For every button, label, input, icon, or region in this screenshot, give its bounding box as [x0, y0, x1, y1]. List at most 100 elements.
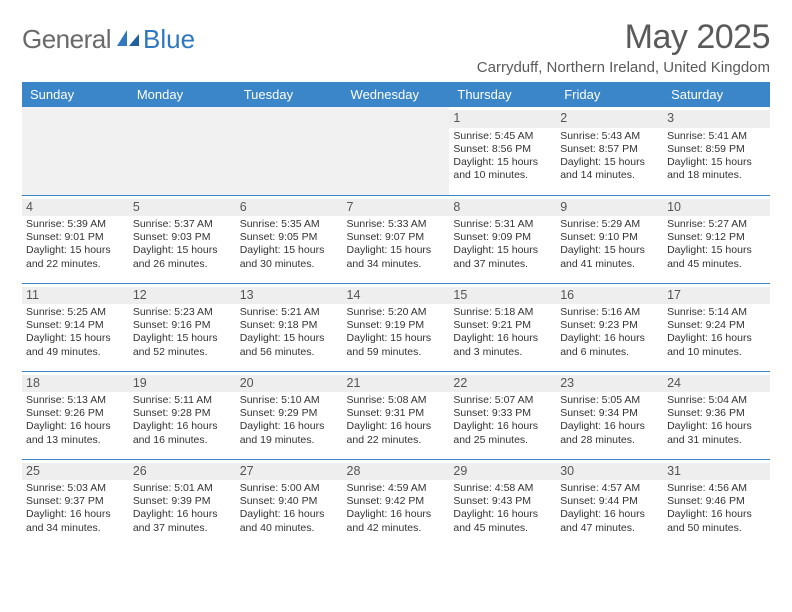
sunset-text: Sunset: 9:42 PM	[347, 495, 446, 508]
daylight-text: Daylight: 15 hours and 52 minutes.	[133, 332, 232, 358]
calendar-page: General Blue May 2025 Carryduff, Norther…	[0, 0, 792, 612]
sunset-text: Sunset: 9:12 PM	[667, 231, 766, 244]
daylight-text: Daylight: 15 hours and 26 minutes.	[133, 244, 232, 270]
calendar-day-cell: 1Sunrise: 5:45 AMSunset: 8:56 PMDaylight…	[449, 107, 556, 195]
sunrise-text: Sunrise: 5:25 AM	[26, 306, 125, 319]
brand-sails-icon	[115, 28, 141, 48]
sunrise-text: Sunrise: 5:00 AM	[240, 482, 339, 495]
sunset-text: Sunset: 9:05 PM	[240, 231, 339, 244]
day-number: 15	[449, 287, 556, 305]
calendar-day-cell: 27Sunrise: 5:00 AMSunset: 9:40 PMDayligh…	[236, 459, 343, 547]
sunset-text: Sunset: 8:59 PM	[667, 143, 766, 156]
day-number: 27	[236, 463, 343, 481]
sunrise-text: Sunrise: 5:43 AM	[560, 130, 659, 143]
daylight-text: Daylight: 15 hours and 30 minutes.	[240, 244, 339, 270]
day-number: 9	[556, 199, 663, 217]
sunset-text: Sunset: 9:16 PM	[133, 319, 232, 332]
sunset-text: Sunset: 9:36 PM	[667, 407, 766, 420]
daylight-text: Daylight: 16 hours and 16 minutes.	[133, 420, 232, 446]
calendar-blank-cell	[236, 107, 343, 195]
daylight-text: Daylight: 16 hours and 47 minutes.	[560, 508, 659, 534]
calendar-day-cell: 10Sunrise: 5:27 AMSunset: 9:12 PMDayligh…	[663, 195, 770, 283]
daylight-text: Daylight: 16 hours and 10 minutes.	[667, 332, 766, 358]
day-number: 22	[449, 375, 556, 393]
day-number: 18	[22, 375, 129, 393]
sunrise-text: Sunrise: 5:13 AM	[26, 394, 125, 407]
day-number: 12	[129, 287, 236, 305]
calendar-day-cell: 5Sunrise: 5:37 AMSunset: 9:03 PMDaylight…	[129, 195, 236, 283]
calendar-day-cell: 8Sunrise: 5:31 AMSunset: 9:09 PMDaylight…	[449, 195, 556, 283]
calendar-day-cell: 2Sunrise: 5:43 AMSunset: 8:57 PMDaylight…	[556, 107, 663, 195]
day-number: 4	[22, 199, 129, 217]
calendar-day-cell: 13Sunrise: 5:21 AMSunset: 9:18 PMDayligh…	[236, 283, 343, 371]
day-number: 6	[236, 199, 343, 217]
calendar-day-cell: 17Sunrise: 5:14 AMSunset: 9:24 PMDayligh…	[663, 283, 770, 371]
calendar-day-cell: 11Sunrise: 5:25 AMSunset: 9:14 PMDayligh…	[22, 283, 129, 371]
brand-text-blue: Blue	[143, 24, 195, 55]
sunset-text: Sunset: 9:39 PM	[133, 495, 232, 508]
brand-text-general: General	[22, 24, 111, 55]
sunrise-text: Sunrise: 5:27 AM	[667, 218, 766, 231]
sunrise-text: Sunrise: 4:59 AM	[347, 482, 446, 495]
sunrise-text: Sunrise: 5:01 AM	[133, 482, 232, 495]
calendar-day-cell: 30Sunrise: 4:57 AMSunset: 9:44 PMDayligh…	[556, 459, 663, 547]
month-title: May 2025	[477, 18, 770, 57]
weekday-header: Tuesday	[236, 82, 343, 107]
sunset-text: Sunset: 9:21 PM	[453, 319, 552, 332]
daylight-text: Daylight: 15 hours and 45 minutes.	[667, 244, 766, 270]
sunset-text: Sunset: 9:19 PM	[347, 319, 446, 332]
sunset-text: Sunset: 9:09 PM	[453, 231, 552, 244]
calendar-day-cell: 7Sunrise: 5:33 AMSunset: 9:07 PMDaylight…	[343, 195, 450, 283]
day-number: 30	[556, 463, 663, 481]
calendar-head: SundayMondayTuesdayWednesdayThursdayFrid…	[22, 82, 770, 107]
sunrise-text: Sunrise: 5:35 AM	[240, 218, 339, 231]
sunrise-text: Sunrise: 5:04 AM	[667, 394, 766, 407]
day-number: 31	[663, 463, 770, 481]
day-number: 25	[22, 463, 129, 481]
daylight-text: Daylight: 15 hours and 49 minutes.	[26, 332, 125, 358]
day-number: 23	[556, 375, 663, 393]
sunset-text: Sunset: 9:33 PM	[453, 407, 552, 420]
daylight-text: Daylight: 15 hours and 56 minutes.	[240, 332, 339, 358]
day-number: 5	[129, 199, 236, 217]
day-number: 2	[556, 110, 663, 128]
calendar-day-cell: 19Sunrise: 5:11 AMSunset: 9:28 PMDayligh…	[129, 371, 236, 459]
day-number: 3	[663, 110, 770, 128]
calendar-day-cell: 4Sunrise: 5:39 AMSunset: 9:01 PMDaylight…	[22, 195, 129, 283]
sunset-text: Sunset: 9:37 PM	[26, 495, 125, 508]
daylight-text: Daylight: 15 hours and 37 minutes.	[453, 244, 552, 270]
calendar-day-cell: 22Sunrise: 5:07 AMSunset: 9:33 PMDayligh…	[449, 371, 556, 459]
calendar-day-cell: 21Sunrise: 5:08 AMSunset: 9:31 PMDayligh…	[343, 371, 450, 459]
sunset-text: Sunset: 9:14 PM	[26, 319, 125, 332]
sunrise-text: Sunrise: 5:11 AM	[133, 394, 232, 407]
daylight-text: Daylight: 16 hours and 25 minutes.	[453, 420, 552, 446]
calendar-day-cell: 9Sunrise: 5:29 AMSunset: 9:10 PMDaylight…	[556, 195, 663, 283]
sunrise-text: Sunrise: 4:57 AM	[560, 482, 659, 495]
sunrise-text: Sunrise: 5:41 AM	[667, 130, 766, 143]
sunset-text: Sunset: 9:26 PM	[26, 407, 125, 420]
calendar-blank-cell	[22, 107, 129, 195]
sunrise-text: Sunrise: 5:23 AM	[133, 306, 232, 319]
calendar-day-cell: 18Sunrise: 5:13 AMSunset: 9:26 PMDayligh…	[22, 371, 129, 459]
daylight-text: Daylight: 16 hours and 28 minutes.	[560, 420, 659, 446]
daylight-text: Daylight: 15 hours and 34 minutes.	[347, 244, 446, 270]
day-number: 11	[22, 287, 129, 305]
sunrise-text: Sunrise: 5:14 AM	[667, 306, 766, 319]
day-number: 29	[449, 463, 556, 481]
daylight-text: Daylight: 16 hours and 6 minutes.	[560, 332, 659, 358]
calendar-table: SundayMondayTuesdayWednesdayThursdayFrid…	[22, 82, 770, 547]
title-block: May 2025 Carryduff, Northern Ireland, Un…	[477, 18, 770, 76]
daylight-text: Daylight: 16 hours and 22 minutes.	[347, 420, 446, 446]
sunrise-text: Sunrise: 5:21 AM	[240, 306, 339, 319]
daylight-text: Daylight: 16 hours and 42 minutes.	[347, 508, 446, 534]
sunset-text: Sunset: 9:46 PM	[667, 495, 766, 508]
sunset-text: Sunset: 9:31 PM	[347, 407, 446, 420]
day-number: 26	[129, 463, 236, 481]
calendar-week-row: 18Sunrise: 5:13 AMSunset: 9:26 PM Dayligh…	[22, 371, 770, 459]
calendar-blank-cell	[129, 107, 236, 195]
calendar-day-cell: 25Sunrise: 5:03 AMSunset: 9:37 PMDayligh…	[22, 459, 129, 547]
sunrise-text: Sunrise: 5:37 AM	[133, 218, 232, 231]
sunrise-text: Sunrise: 5:31 AM	[453, 218, 552, 231]
sunrise-text: Sunrise: 5:33 AM	[347, 218, 446, 231]
weekday-header: Monday	[129, 82, 236, 107]
